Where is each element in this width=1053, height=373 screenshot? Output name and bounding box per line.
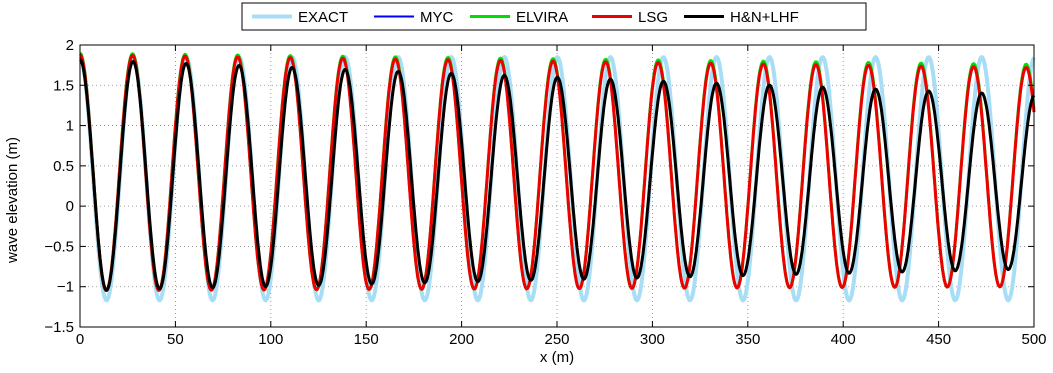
legend-label: H&N+LHF [730,9,799,26]
legend-label: MYC [420,9,454,26]
x-tick-label: 100 [258,331,283,348]
y-tick-label: 0.5 [53,158,74,175]
x-tick-label: 0 [76,331,84,348]
legend-label: ELVIRA [516,9,568,26]
x-tick-label: 50 [167,331,184,348]
legend-label: LSG [638,9,668,26]
x-tick-label: 150 [354,331,379,348]
series-line-h-n-lhf [79,58,1036,292]
series-line-lsg [79,53,1036,292]
y-tick-label: −1.5 [44,319,74,336]
series-lines [78,51,1036,303]
legend: EXACT MYC ELVIRA LSG H&N+LHF [241,2,867,31]
legend-label: EXACT [298,9,348,26]
x-tick-label: 300 [640,331,665,348]
y-tick-label: 1 [66,118,74,135]
legend-box [241,2,867,31]
axis-ticks: 0 50 100 150 200 250 300 350 400 450 500 −1.5 −1 −0.5… [44,37,1046,348]
y-tick-label: 1.5 [53,77,74,94]
y-tick-label: 0 [66,198,74,215]
x-tick-label: 450 [926,331,951,348]
series-line-elvira [79,51,1036,292]
y-tick-label: −1 [57,279,74,296]
x-tick-label: 400 [831,331,856,348]
y-tick-label: 2 [66,37,74,54]
x-axis-label: x (m) [540,349,574,366]
y-axis-label: wave elevation (m) [4,137,21,264]
x-tick-label: 250 [544,331,569,348]
x-tick-label: 500 [1021,331,1046,348]
x-tick-label: 200 [449,331,474,348]
x-tick-label: 350 [735,331,760,348]
y-tick-label: −0.5 [44,238,74,255]
grid-lines [80,45,1034,327]
